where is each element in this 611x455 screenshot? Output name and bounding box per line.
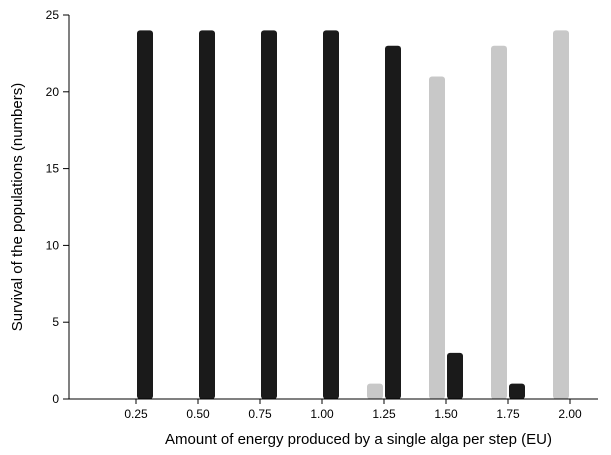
x-tick-label: 1.00 <box>310 407 334 421</box>
bar-dark <box>509 383 525 399</box>
bar-dark <box>137 30 153 400</box>
x-tick-label: 0.50 <box>186 407 210 421</box>
x-tick-label: 1.75 <box>496 407 520 421</box>
bar-light <box>553 30 569 400</box>
y-tick-label: 5 <box>52 315 59 329</box>
bar-light <box>367 383 383 399</box>
x-tick-label: 1.25 <box>372 407 396 421</box>
bar-light <box>429 76 445 399</box>
y-tick-label: 10 <box>46 238 60 252</box>
y-tick-label: 20 <box>46 85 60 99</box>
y-tick-label: 15 <box>46 162 60 176</box>
y-tick-label: 25 <box>46 8 60 22</box>
bar-dark <box>385 45 401 399</box>
bar-dark <box>261 30 277 400</box>
bars-group <box>137 30 569 400</box>
x-tick-label: 2.00 <box>558 407 582 421</box>
x-tick-label: 0.75 <box>248 407 272 421</box>
x-ticks-group: 0.25 0.50 0.75 1.00 1.25 1.50 1.75 2.00 <box>124 399 582 421</box>
y-tick-label: 0 <box>52 392 59 406</box>
x-axis-title: Amount of energy produced by a single al… <box>165 431 552 448</box>
bar-dark <box>447 352 463 399</box>
bar-dark <box>323 30 339 400</box>
x-tick-label: 0.25 <box>124 407 148 421</box>
axes-group <box>68 15 598 400</box>
x-tick-label: 1.50 <box>434 407 458 421</box>
bar-dark <box>199 30 215 400</box>
bar-light <box>491 45 507 399</box>
y-ticks-group: 0 5 10 15 20 25 <box>46 8 69 406</box>
y-axis-title: Survival of the populations (numbers) <box>9 83 26 331</box>
